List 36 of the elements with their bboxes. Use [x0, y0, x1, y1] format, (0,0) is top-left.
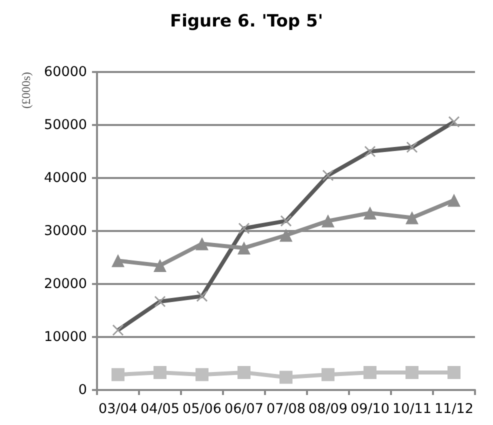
point: [322, 368, 334, 382]
y-tick-label: 50000: [44, 117, 87, 133]
y-tick-label: 10000: [44, 329, 87, 345]
y-tick-label: 40000: [44, 170, 87, 186]
point: [448, 366, 460, 380]
y-tick-label: 20000: [44, 276, 87, 292]
x-tick-label: 06/07: [224, 401, 264, 417]
x-tick-label: 03/04: [98, 401, 138, 417]
point: [322, 214, 334, 228]
point: [280, 370, 292, 384]
point: [406, 366, 418, 380]
y-tick-label: 60000: [44, 64, 87, 80]
point: [154, 258, 166, 272]
point: [154, 366, 166, 380]
point: [280, 228, 292, 242]
point: [364, 206, 376, 220]
x-tick-label: 08/09: [308, 401, 348, 417]
x-tick-label: 04/05: [140, 401, 180, 417]
x-tick-label: 09/10: [350, 401, 390, 417]
point: [238, 241, 250, 254]
point: [238, 366, 250, 380]
point: [448, 194, 460, 207]
point: [196, 237, 208, 250]
y-tick-label: 30000: [44, 223, 87, 239]
point: [196, 368, 208, 382]
x-tick-label: 11/12: [434, 401, 474, 417]
chart-title: Figure 6. 'Top 5': [170, 12, 324, 32]
point: [112, 254, 124, 268]
x-tick-label: 07/08: [266, 401, 306, 417]
y-axis-title: (£000s): [19, 72, 33, 109]
point: [112, 368, 124, 382]
point: [406, 211, 418, 224]
y-tick-label: 0: [78, 382, 87, 398]
x-tick-label: 05/06: [182, 401, 222, 417]
point: [364, 366, 376, 380]
x-tick-label: 10/11: [392, 401, 432, 417]
